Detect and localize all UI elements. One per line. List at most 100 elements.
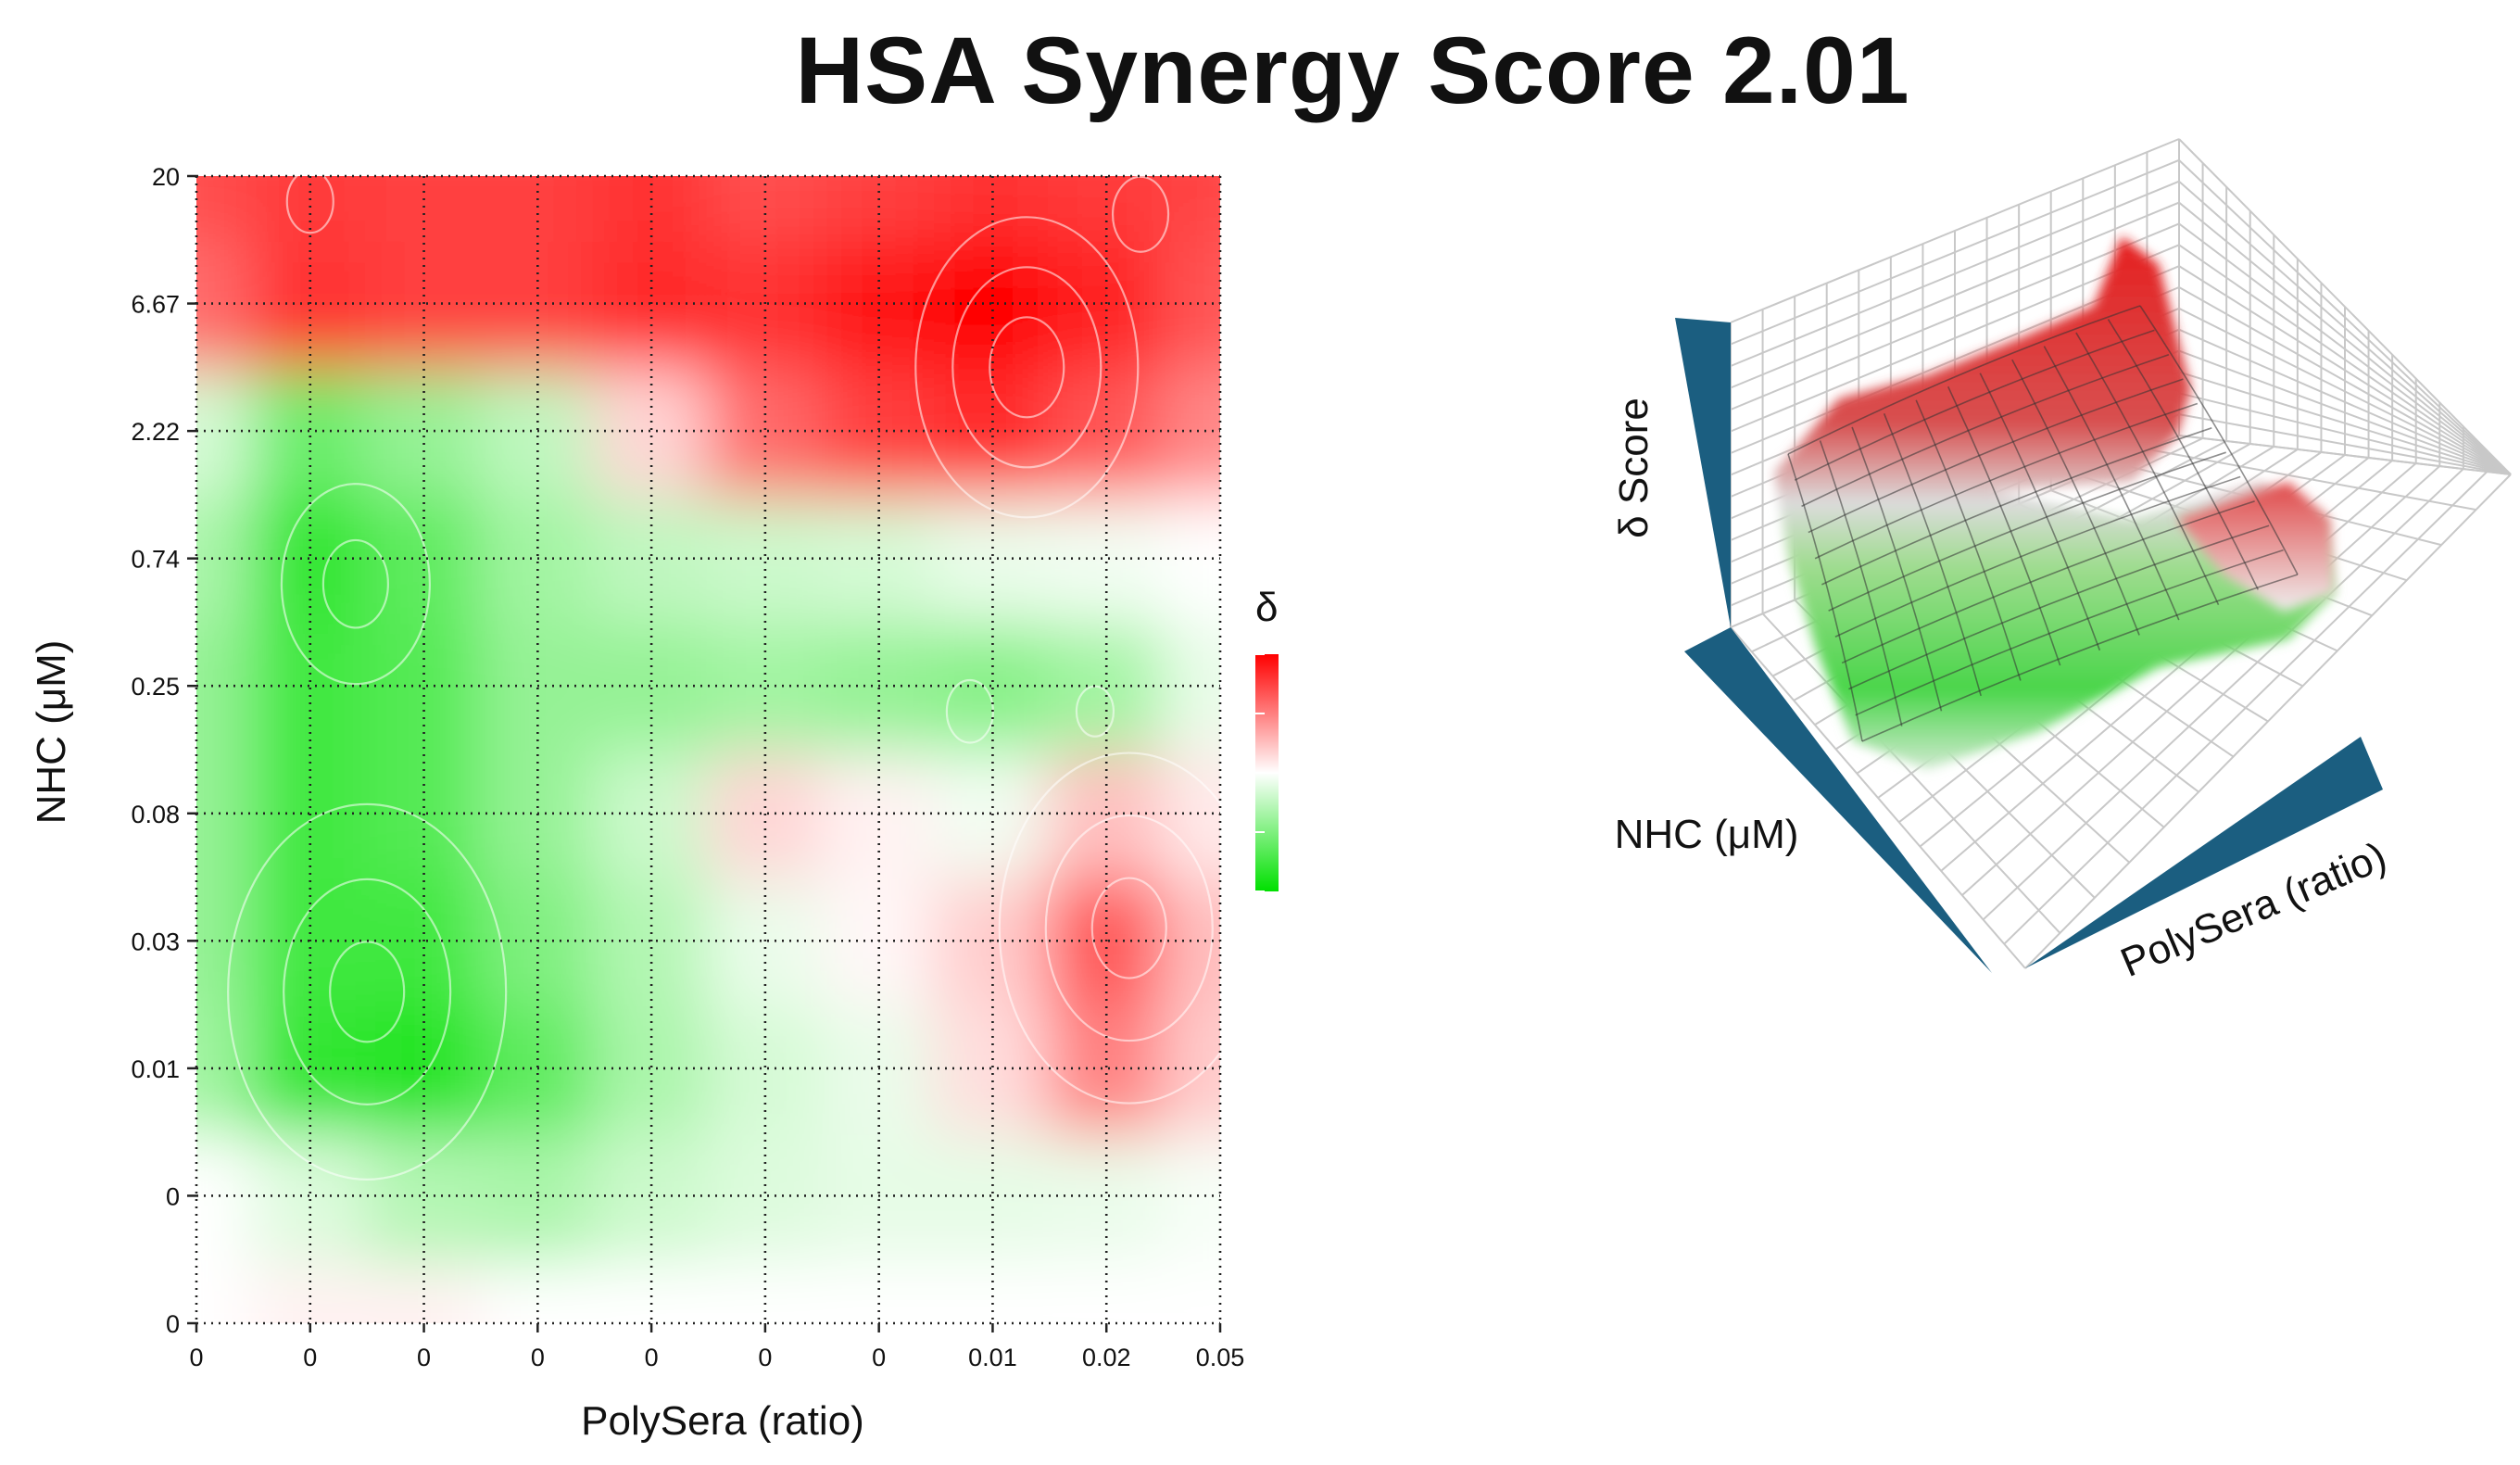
contour-line [1044, 814, 1214, 1042]
surface-back-wall-grid [1730, 158, 2180, 346]
surface-floor-grid [1982, 468, 2464, 921]
heatmap-cell [365, 176, 483, 242]
surface-side-wall-grid [2178, 392, 2512, 475]
heatmap-cell [934, 1257, 1052, 1323]
surface-floor-grid [2003, 471, 2488, 945]
heatmap-cell [196, 875, 256, 1007]
heatmap-cell [706, 1257, 825, 1323]
contour-line [227, 802, 508, 1181]
surface-floor-grid [1898, 457, 2370, 824]
axis-ticks: 0 0 0 0 0 0 0 0.01 0.02 0.05000.010.030.080.250.7… [131, 163, 1244, 1371]
x-tick-label: 0.01 [968, 1344, 1017, 1371]
surface-floor-grid [1730, 435, 2180, 628]
surface-mesh-line [2011, 359, 2140, 636]
surface-back-wall-grid [1730, 328, 2180, 520]
surface-back-wall-grid [1730, 413, 2180, 607]
surface-mesh-line [1979, 373, 2101, 651]
surface-mesh-line [1851, 426, 1943, 712]
surface-floor-grid [1858, 572, 2165, 828]
surface-floor-grid [1986, 516, 2303, 688]
contour-line [951, 266, 1102, 469]
heatmap-cell [251, 1130, 370, 1262]
surface-mesh-line [1821, 427, 2212, 586]
y-tick-label: 0.74 [131, 546, 180, 574]
surface-back-wall-grid [1730, 180, 2180, 367]
surface-mesh-line [2075, 332, 2220, 606]
heatmap-cell [196, 1003, 256, 1134]
x-tick-label: 0 [303, 1344, 317, 1371]
heatmap-cell [934, 1130, 1052, 1262]
heatmap-cell [196, 1130, 256, 1262]
heatmap-cell [1047, 1257, 1166, 1323]
surface-back-wall-grid [1730, 349, 2180, 541]
heatmap-chart: 0 0 0 0 0 0 0 0.01 0.02 0.05000.010.030.080.250.7… [29, 163, 1279, 1444]
heatmap-cell [592, 492, 711, 625]
surface-floor-grid [1961, 465, 2440, 896]
heatmap-cell [365, 1003, 483, 1134]
surface-mesh-line [1855, 549, 2284, 716]
surface-back-wall-grid [1730, 138, 2180, 323]
x-tick-label: 0 [872, 1344, 886, 1371]
y-tick-label: 20 [152, 163, 180, 191]
surface-back-wall-grid [1730, 435, 2180, 628]
surface-floor-grid [1814, 446, 2274, 726]
heatmap-cell [365, 1257, 483, 1323]
surface-mesh-line [1861, 574, 2299, 742]
y-tick-label: 0.25 [131, 673, 180, 701]
heatmap-cell [196, 748, 256, 879]
surface-mesh-line [1801, 353, 2170, 508]
heatmap-cell [196, 620, 256, 751]
surface-mesh-line [1834, 475, 2241, 638]
surface-floor-grid [1954, 530, 2269, 723]
contour-line [914, 216, 1140, 519]
legend-title: δ Score [1255, 585, 1279, 630]
x-tick-label: 0 [758, 1344, 772, 1371]
surface-side-wall-grid [2178, 180, 2512, 475]
surface-mesh [1774, 236, 2335, 769]
heatmap-cell [251, 492, 370, 625]
contour-line [1111, 176, 1170, 253]
heatmap-cell [1047, 176, 1166, 242]
surface-back-wall-grid [1730, 371, 2180, 563]
heatmap-cell [592, 1130, 711, 1262]
surface-back-wall-grid [1730, 244, 2180, 433]
x-axis-title: PolySera (ratio) [581, 1398, 864, 1444]
y-tick-label: 0.08 [131, 801, 180, 828]
surface-side-wall-grid [2178, 222, 2512, 475]
heatmap-cell [196, 237, 256, 370]
surface-mesh-line [1828, 451, 2226, 612]
surface-back-wall-grid [1730, 222, 2180, 410]
surface-back-wall-grid [1730, 265, 2180, 454]
surface-side-wall-grid [2178, 138, 2512, 475]
heatmap-cell [820, 176, 939, 242]
surface-z-title: δ Score [1611, 398, 1657, 538]
y-tick-label: 0.03 [131, 928, 180, 955]
surface-floor-grid [1761, 613, 2061, 934]
surface-side-wall-grid [2178, 265, 2512, 475]
heatmap-cell [251, 176, 370, 242]
surface-mesh-line [1883, 413, 1982, 697]
surface-mesh-line [1947, 385, 2061, 666]
surface-side-wall-grid [2178, 159, 2512, 475]
surface-floor-grid [2024, 474, 2512, 969]
grid-lines [195, 174, 1222, 1325]
surface-floor-grid [1771, 440, 2227, 677]
contour-line [280, 483, 431, 686]
heatmap-cell [251, 1257, 370, 1323]
heatmap-cell [592, 1257, 711, 1323]
surface-mesh-line [1787, 305, 2141, 455]
surface-side-wall-grid [2178, 328, 2512, 475]
surface-floor-grid [1919, 460, 2393, 848]
surface-floor-grid [2050, 489, 2373, 617]
surface-floor-grid [2018, 503, 2338, 652]
surface-floor-grid [1835, 448, 2299, 751]
heatmap-cell [592, 176, 711, 242]
y-axis-title: NHC (μM) [29, 640, 74, 825]
legend-ticks: 60300-30-60 [1255, 653, 1265, 892]
x-tick-label: 0.02 [1082, 1344, 1131, 1371]
surface-mesh-line [1787, 453, 1863, 742]
surface-floor-grid [1794, 599, 2096, 899]
surface-floor-grid [1940, 462, 2417, 872]
contour-line [1090, 877, 1167, 979]
heatmap-cell [706, 176, 825, 242]
